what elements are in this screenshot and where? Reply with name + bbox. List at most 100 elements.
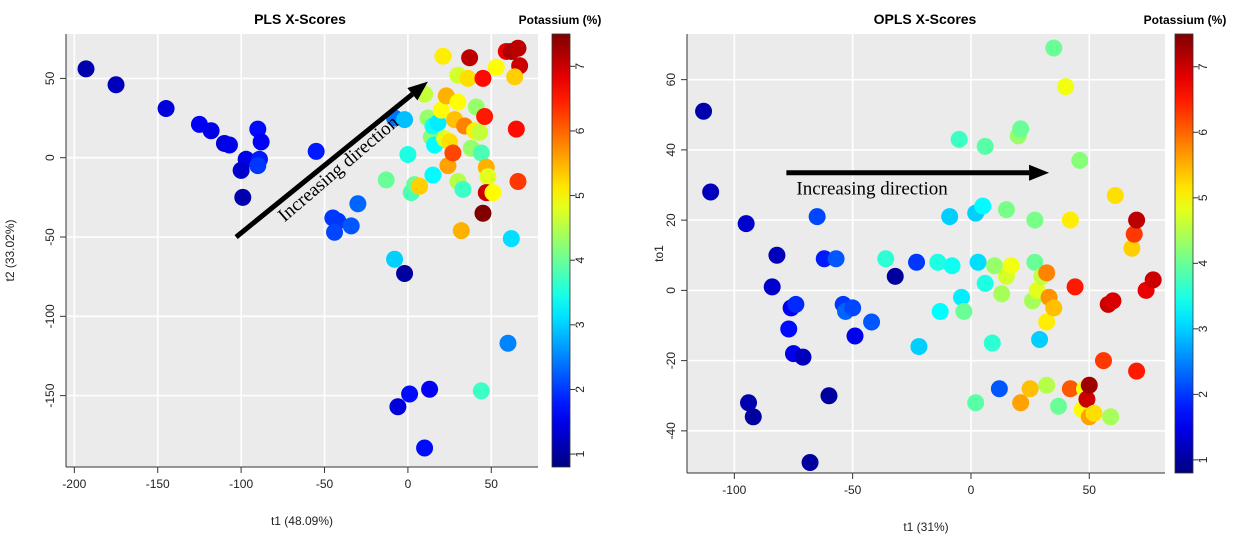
scatter-point <box>449 93 467 111</box>
opls-x-scores-panel: -100 -50 0 50 -40 -20 0 20 40 60 OPLS X-Scores t1 (… <box>618 0 1236 540</box>
scatter-point <box>444 144 462 162</box>
scatter-point <box>976 274 994 292</box>
scatter-point <box>931 302 949 320</box>
y-axis-label: t2 (33.02%) <box>3 219 17 281</box>
scatter-point <box>342 217 360 235</box>
scatter-point <box>943 257 961 275</box>
scatter-point <box>1057 78 1075 96</box>
scatter-point <box>432 101 450 119</box>
x-tick-label: 50 <box>485 477 499 491</box>
scatter-point <box>307 142 325 160</box>
pls-x-scores-chart: -200 -150 -100 -50 0 50 -150 -100 -50 0 50 PLS X-Sc… <box>3 11 601 528</box>
y-tick-label: -50 <box>43 228 57 246</box>
scatter-point <box>1078 390 1096 408</box>
scatter-point <box>763 278 781 296</box>
scatter-point <box>401 385 419 403</box>
scatter-point <box>461 49 479 67</box>
scatter-point <box>234 188 252 206</box>
scatter-point <box>472 382 490 400</box>
scatter-point <box>452 222 470 240</box>
scatter-point <box>1128 211 1146 229</box>
scatter-point <box>396 111 414 129</box>
colorbar-tick-label: 4 <box>573 257 587 264</box>
x-axis-label: t1 (31%) <box>903 520 948 534</box>
scatter-point <box>950 130 968 148</box>
scatter-point <box>77 60 95 78</box>
scatter-point <box>908 253 926 271</box>
scatter-point <box>1038 264 1056 282</box>
scatter-point <box>487 58 505 76</box>
scatter-point <box>997 201 1015 219</box>
scatter-point <box>695 102 713 120</box>
y-tick-label: 0 <box>43 154 57 161</box>
scatter-point <box>820 387 838 405</box>
colorbar <box>1174 33 1194 474</box>
colorbar-tick-label: 5 <box>1196 194 1210 201</box>
scatter-point <box>416 439 434 457</box>
scatter-point <box>974 197 992 215</box>
scatter-point <box>479 168 497 186</box>
scatter-point <box>1125 225 1143 243</box>
x-tick-label: 0 <box>405 477 412 491</box>
scatter-point <box>886 267 904 285</box>
scatter-point <box>249 157 267 175</box>
scatter-point <box>484 184 502 202</box>
scatter-point <box>1128 362 1146 380</box>
y-tick-label: 50 <box>43 71 57 85</box>
scatter-point <box>967 394 985 412</box>
y-axis-label: to1 <box>652 245 666 262</box>
opls-x-scores-chart: -100 -50 0 50 -40 -20 0 20 40 60 OPLS X-Scores t1 (… <box>652 11 1226 534</box>
scatter-point <box>1085 404 1103 422</box>
scatter-point <box>702 183 720 201</box>
scatter-point <box>737 215 755 233</box>
colorbar-tick-label: 6 <box>1196 129 1210 136</box>
scatter-point <box>157 100 175 118</box>
scatter-point <box>499 334 517 352</box>
scatter-point <box>476 107 494 125</box>
direction-arrow-head <box>407 81 428 101</box>
scatter-point <box>844 299 862 317</box>
scatter-point <box>399 146 417 164</box>
colorbar-tick-label: 5 <box>573 192 587 199</box>
colorbar-tick-label: 4 <box>1196 260 1210 267</box>
scatter-point <box>801 453 819 471</box>
scatter-point <box>794 348 812 366</box>
scatter-point <box>1045 299 1063 317</box>
colorbar-tick-label: 3 <box>1196 325 1210 332</box>
x-axis-label: t1 (48.09%) <box>271 514 333 528</box>
scatter-point <box>421 380 439 398</box>
scatter-point <box>459 69 477 87</box>
scatter-point <box>377 171 395 189</box>
colorbar-tick-label: 7 <box>573 63 587 70</box>
scatter-point <box>1038 313 1056 331</box>
scatter-point <box>509 173 527 191</box>
scatter-point <box>1123 239 1141 257</box>
scatter-point <box>1012 394 1030 412</box>
x-tick-label: 50 <box>1083 483 1097 497</box>
scatter-point <box>454 180 472 198</box>
scatter-point <box>780 320 798 338</box>
direction-arrow-shaft <box>234 92 414 239</box>
scatter-point <box>502 230 520 248</box>
plot-background <box>66 34 538 467</box>
scatter-point <box>955 302 973 320</box>
scatter-point <box>471 123 489 141</box>
scatter-point <box>389 398 407 416</box>
scatter-point <box>990 380 1008 398</box>
scatter-point <box>1031 331 1049 349</box>
y-tick-label: -150 <box>43 383 57 407</box>
scatter-point <box>424 166 442 184</box>
scatter-point <box>808 208 826 226</box>
scatter-point <box>976 137 994 155</box>
scatter-point <box>386 250 404 268</box>
scatter-point <box>1066 278 1084 296</box>
scatter-point <box>107 76 125 94</box>
scatter-point <box>1026 211 1044 229</box>
scatter-point <box>326 223 344 241</box>
y-tick-label: 60 <box>664 73 678 87</box>
x-tick-label: -100 <box>229 477 253 491</box>
scatter-point <box>1021 380 1039 398</box>
scatter-point <box>1080 376 1098 394</box>
scatter-point <box>434 47 452 65</box>
x-tick-label: -200 <box>62 477 86 491</box>
